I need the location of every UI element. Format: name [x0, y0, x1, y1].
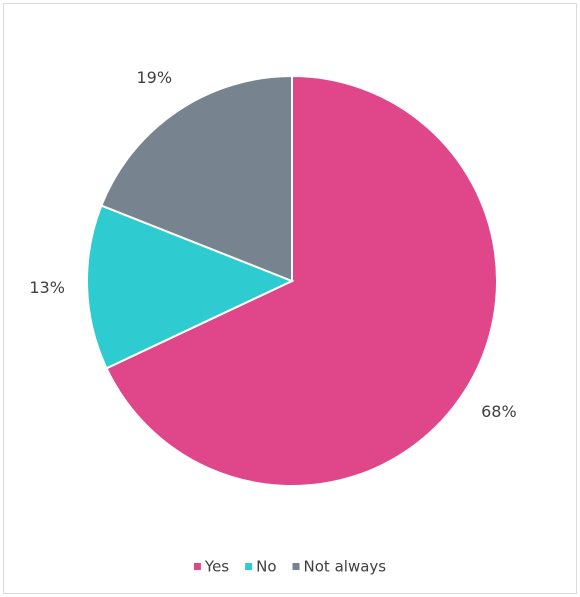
data-label: 68% — [481, 402, 517, 421]
pie-slice — [86, 204, 295, 370]
data-label: 13% — [29, 278, 65, 297]
data-label: 19% — [137, 68, 173, 87]
pie-slice — [105, 74, 498, 487]
legend-marker — [193, 563, 201, 570]
legend-marker — [245, 563, 253, 570]
legend-marker — [292, 563, 300, 570]
legend-label: Not always — [304, 558, 387, 576]
legend-label: Yes — [204, 558, 229, 576]
legend-label: No — [256, 558, 276, 576]
pie-slice — [100, 74, 293, 283]
